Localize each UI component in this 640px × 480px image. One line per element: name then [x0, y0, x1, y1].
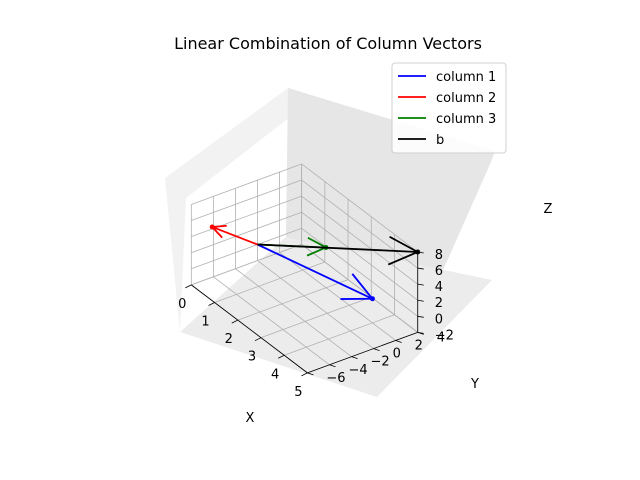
y-tick-label: 0 — [393, 347, 401, 362]
axes — [191, 251, 419, 374]
grid-line-z-backwall — [301, 244, 418, 333]
x-tick-label: 4 — [271, 367, 279, 382]
x-tick-mark — [254, 337, 262, 342]
z-tick-mark — [417, 267, 424, 270]
legend-label: column 2 — [436, 91, 496, 106]
grid-line-z-wall — [191, 244, 302, 286]
legend-label: column 1 — [436, 70, 496, 85]
grid-line-z-wall — [191, 195, 302, 238]
x-tick-label: 0 — [178, 297, 186, 312]
x-tick-label: 2 — [225, 332, 233, 347]
z-tick-label: −2 — [435, 328, 454, 343]
legend-item: column 1 — [398, 70, 496, 85]
grid-line-z-backwall — [301, 195, 418, 285]
z-tick-label: 0 — [435, 312, 443, 327]
grid-line-z-wall — [191, 163, 302, 205]
y-tick-mark — [351, 356, 358, 360]
y-axis-label: Y — [470, 377, 479, 392]
grid-line-y-floor — [279, 252, 396, 341]
z-tick-mark — [417, 299, 424, 302]
vector-b — [257, 235, 421, 266]
x-axis-label: X — [246, 411, 255, 426]
y-tick-mark — [395, 340, 402, 343]
grid-line-x-floor — [214, 261, 325, 303]
vectors — [209, 224, 421, 302]
grid-line-z-wall — [191, 211, 302, 254]
grid-line-z-backwall — [301, 179, 418, 269]
grid-line-x-floor — [237, 279, 349, 321]
chart-title: Linear Combination of Column Vectors — [174, 34, 482, 53]
y-tick-mark — [307, 372, 314, 376]
x-tick-mark — [208, 302, 215, 306]
grid-line-z-backwall — [301, 227, 418, 317]
x-tick-mark — [278, 354, 285, 359]
legend-label: column 3 — [436, 112, 496, 127]
y-tick-label: 4 — [437, 330, 445, 345]
x-tick-mark — [185, 284, 192, 289]
vector-shaft — [257, 243, 373, 300]
vector-column-1 — [257, 243, 375, 302]
vector-column-2 — [209, 224, 258, 246]
grid-line-z-wall — [191, 227, 302, 270]
grid-lines — [190, 163, 419, 374]
vector-shaft — [257, 243, 418, 253]
y-tick-label: −4 — [348, 363, 367, 378]
arrowhead-stroke — [307, 236, 327, 249]
vector-shaft — [211, 226, 258, 246]
grid-line-y-floor — [257, 260, 374, 349]
legend: column 1 column 2 column 3 b — [391, 62, 507, 154]
legend-item: column 3 — [398, 112, 496, 127]
arrowhead-stroke — [351, 273, 374, 300]
x-tick-mark — [231, 319, 238, 324]
y-tick-label: −6 — [326, 371, 345, 386]
z-tick-label: 6 — [435, 264, 443, 279]
grid-line-y-floor — [213, 276, 330, 366]
y-axis-line — [307, 332, 418, 374]
legend-box — [391, 62, 507, 154]
grid-line-y-floor — [235, 268, 352, 357]
y-tick-label: 2 — [415, 338, 423, 353]
legend-item: column 2 — [398, 91, 496, 106]
y-tick-label: −2 — [371, 355, 390, 370]
arrowhead-stroke — [387, 251, 419, 266]
grid-line-z-wall — [191, 179, 302, 221]
z-tick-label: 4 — [435, 280, 443, 295]
x-tick-label: 1 — [201, 314, 209, 329]
legend-label: b — [436, 133, 444, 148]
z-tick-mark — [417, 331, 424, 334]
grid-line-z-backwall — [301, 211, 418, 301]
vector-endpoint — [369, 296, 375, 302]
y-tick-mark — [373, 348, 380, 351]
grid-line-z-backwall — [301, 163, 418, 253]
z-axis-label: Z — [544, 202, 553, 217]
z-floor-panel — [180, 237, 492, 397]
y-tick-mark — [329, 364, 336, 368]
arrowhead-stroke — [306, 246, 327, 257]
x-tick-label: 3 — [248, 350, 256, 365]
x-axis-line — [191, 284, 308, 374]
z-tick-mark — [417, 315, 424, 318]
vector-endpoint — [209, 224, 215, 230]
x-tick-label: 5 — [294, 385, 302, 400]
grid-line-x-floor — [284, 314, 395, 356]
legend-item: b — [398, 133, 444, 148]
x-tick-mark — [301, 372, 308, 377]
vector-endpoint — [415, 249, 421, 255]
z-tick-mark — [417, 283, 424, 286]
z-tick-label: 8 — [435, 248, 443, 263]
grid-line-x-floor — [260, 296, 372, 339]
arrowhead-stroke — [389, 235, 419, 253]
z-tick-label: 2 — [435, 296, 443, 311]
